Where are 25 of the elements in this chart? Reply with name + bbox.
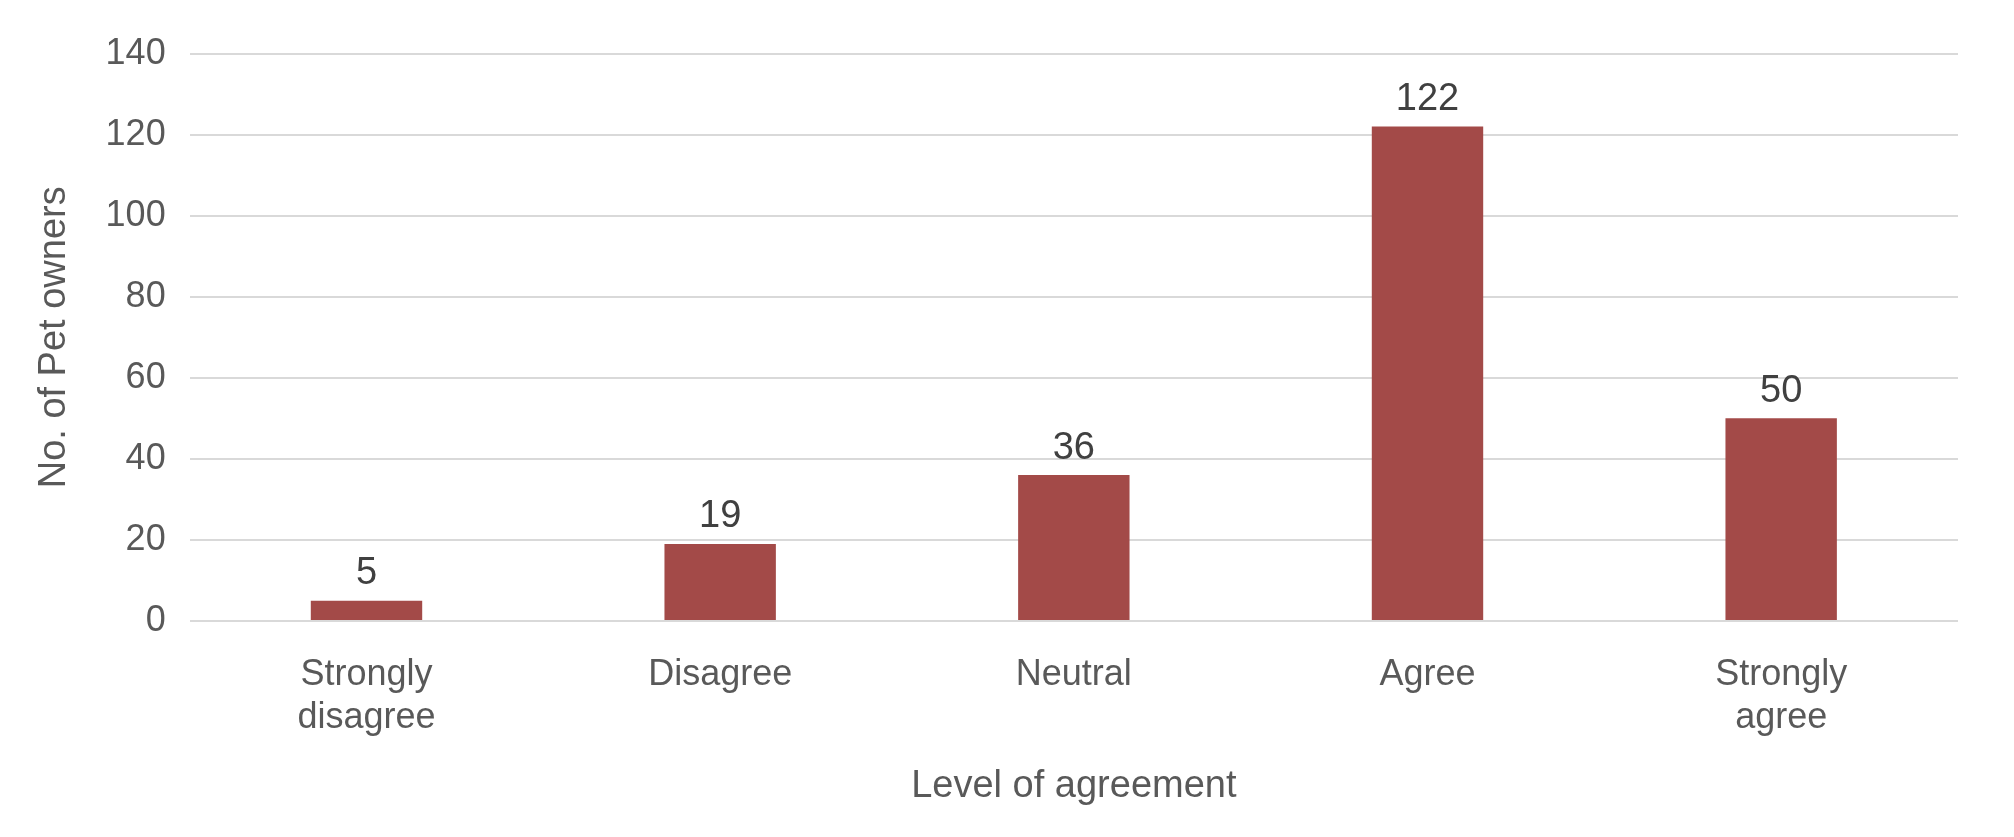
bar xyxy=(1371,126,1484,620)
data-label: 50 xyxy=(1760,367,1803,410)
x-tick-label: Disagree xyxy=(648,651,793,693)
x-tick-label: Neutral xyxy=(1015,651,1132,693)
data-label: 19 xyxy=(699,493,742,536)
x-tick-label: Agree xyxy=(1379,651,1476,693)
bar xyxy=(664,544,776,620)
bar xyxy=(310,600,423,620)
y-tick-label: 120 xyxy=(105,111,166,153)
y-tick-label: 80 xyxy=(125,273,166,315)
data-label: 36 xyxy=(1052,424,1095,467)
y-tick-label: 20 xyxy=(125,516,166,558)
y-tick-label: 140 xyxy=(105,30,166,72)
x-tick-label: Strongly agree xyxy=(1715,651,1848,736)
y-tick-label: 100 xyxy=(105,192,166,234)
x-tick-label: Strongly disagree xyxy=(297,651,436,736)
x-axis-title: Level of agreement xyxy=(911,762,1237,805)
y-tick-label: 60 xyxy=(125,354,166,396)
y-tick-label: 0 xyxy=(145,597,166,639)
y-tick-label: 40 xyxy=(125,435,166,477)
data-label: 122 xyxy=(1395,76,1460,119)
bar xyxy=(1725,418,1837,620)
y-axis-title: No. of Pet owners xyxy=(31,186,74,489)
bar xyxy=(1018,475,1130,620)
data-label: 5 xyxy=(355,550,378,593)
